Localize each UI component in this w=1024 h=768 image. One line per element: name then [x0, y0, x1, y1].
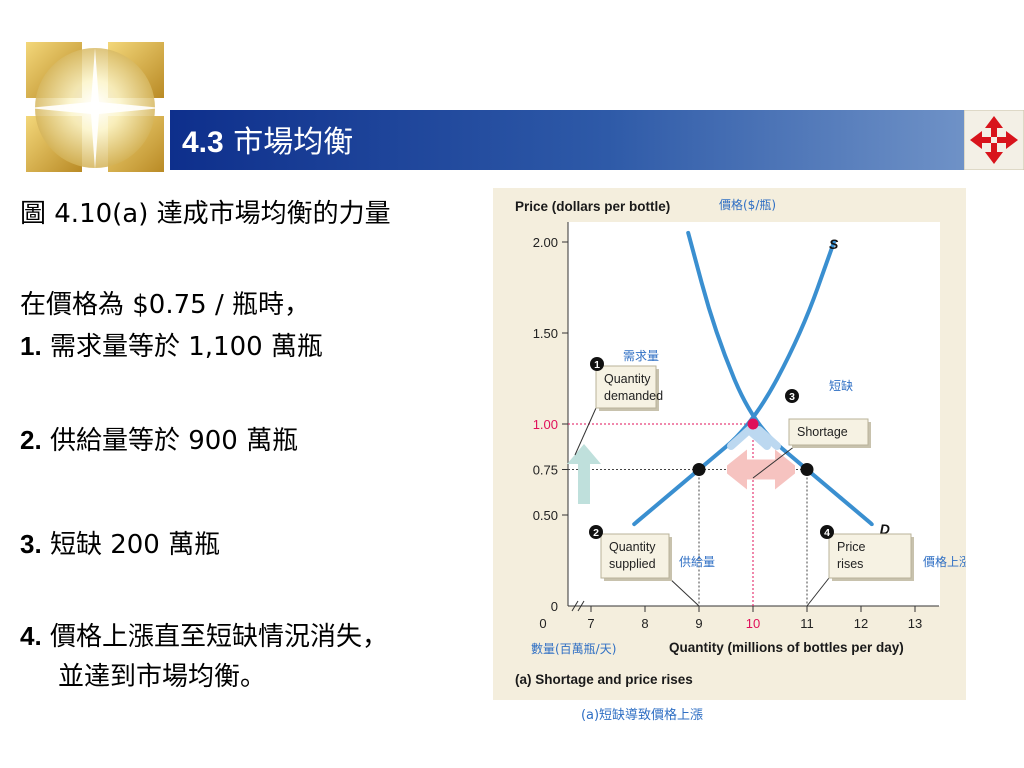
annotation-marker-number: 1	[594, 359, 600, 371]
annotation-leader	[752, 445, 796, 479]
annotation-box	[828, 533, 912, 579]
supply-label: S	[829, 236, 839, 252]
axis-break-mark	[571, 600, 579, 612]
data-point	[692, 463, 706, 476]
annotation-text: demanded	[604, 389, 663, 403]
chart-svg: Price (dollars per bottle) 價格($/瓶) 0 0.50…	[515, 197, 971, 687]
annotation-text: supplied	[609, 557, 656, 571]
list-item: 2. 供給量等於 900 萬瓶	[20, 420, 298, 457]
x-tick-label: 8	[641, 616, 648, 631]
annotation-zh-label: 需求量	[623, 349, 659, 363]
annotation-box	[595, 365, 657, 409]
annotation-text: Quantity	[609, 540, 656, 554]
list-item-text: 需求量等於 1,100 萬瓶	[49, 332, 323, 362]
y-tick-label: 1.00	[533, 417, 558, 432]
y-axis-label: Price (dollars per bottle)	[515, 199, 670, 214]
demand-label: D	[880, 521, 890, 537]
list-item-text: 供給量等於 900 萬瓶	[49, 426, 299, 456]
list-item: 3. 短缺 200 萬瓶	[20, 524, 220, 561]
intro-text: 在價格為 $0.75 / 瓶時，	[20, 290, 310, 320]
annotation-marker	[820, 525, 834, 539]
annotation-marker	[589, 525, 603, 539]
list-item: 1. 需求量等於 1,100 萬瓶	[20, 326, 323, 363]
list-item-number: 4.	[20, 621, 42, 651]
list-item: 4. 價格上漲直至短缺情況消失，	[20, 616, 388, 653]
annotation-marker-number: 4	[824, 527, 830, 539]
section-title: 市場均衡	[233, 125, 354, 160]
annotation-zh-label: 短缺	[829, 378, 853, 393]
title-bar	[170, 110, 965, 170]
annotation-box	[600, 533, 670, 579]
x-axis-label-zh: 數量(百萬瓶/天)	[531, 642, 616, 656]
y-tick-label: 1.50	[533, 326, 558, 341]
x-tick-label: 0	[539, 616, 546, 631]
annotation-text: Quantity	[604, 372, 651, 386]
annotation-leader	[668, 577, 700, 607]
annotation-zh-label: 供給量	[679, 555, 715, 569]
chart-caption: (a)短缺導致價格上漲	[0, 704, 1024, 723]
y-tick-label: 0	[551, 599, 558, 614]
list-item-number: 3.	[20, 529, 42, 559]
demand-curve	[686, 230, 874, 527]
x-axis-label: Quantity (millions of bottles per day)	[669, 640, 904, 655]
annotation-text: Price	[837, 540, 866, 554]
data-point	[800, 463, 814, 476]
annotation-leader	[574, 407, 597, 456]
annotation-zh-label: 價格上漲	[923, 554, 966, 569]
list-item-continuation: 並達到市場均衡。	[58, 662, 267, 692]
x-tick-label: 11	[800, 616, 814, 631]
x-tick-label: 10	[746, 616, 760, 631]
chart-title: (a) Shortage and price rises	[515, 672, 693, 687]
logo-graphic	[22, 38, 172, 178]
four-way-arrow-icon[interactable]	[963, 109, 1024, 171]
equilibrium-point	[747, 418, 759, 430]
annotation-box	[788, 418, 869, 446]
x-tick-label: 9	[695, 616, 702, 631]
annotation-marker	[590, 357, 604, 371]
list-item-text: 短缺 200 萬瓶	[49, 530, 221, 560]
x-tick-label: 13	[908, 616, 922, 631]
section-number: 4.3	[182, 126, 224, 159]
y-tick-label: 2.00	[533, 235, 558, 250]
figure-title: 圖 4.10(a) 達成市場均衡的力量	[20, 199, 391, 229]
y-tick-label: 0.75	[533, 463, 558, 478]
price-up-arrow	[567, 444, 601, 504]
y-axis-label-zh: 價格($/瓶)	[719, 197, 776, 212]
axis-break-mark	[577, 600, 585, 612]
annotation-leader	[806, 577, 830, 607]
chart-panel: Price (dollars per bottle) 價格($/瓶) 0 0.50…	[493, 188, 971, 700]
annotation-marker-number: 3	[789, 391, 795, 403]
list-item-text: 價格上漲直至短缺情況消失，	[49, 622, 388, 652]
annotation-text: rises	[837, 557, 863, 571]
annotation-marker	[785, 389, 799, 403]
x-tick-label: 7	[587, 616, 594, 631]
y-tick-label: 0.50	[533, 508, 558, 523]
converge-arrow	[727, 424, 781, 450]
list-item-number: 2.	[20, 425, 42, 455]
list-item-number: 1.	[20, 331, 42, 361]
annotation-text: Shortage	[797, 425, 848, 439]
x-tick-label: 12	[854, 616, 868, 631]
chart-caption-text: (a)短缺導致價格上漲	[580, 708, 704, 723]
annotation-marker-number: 2	[593, 527, 599, 539]
page-title: 4.3 市場均衡	[182, 117, 353, 161]
